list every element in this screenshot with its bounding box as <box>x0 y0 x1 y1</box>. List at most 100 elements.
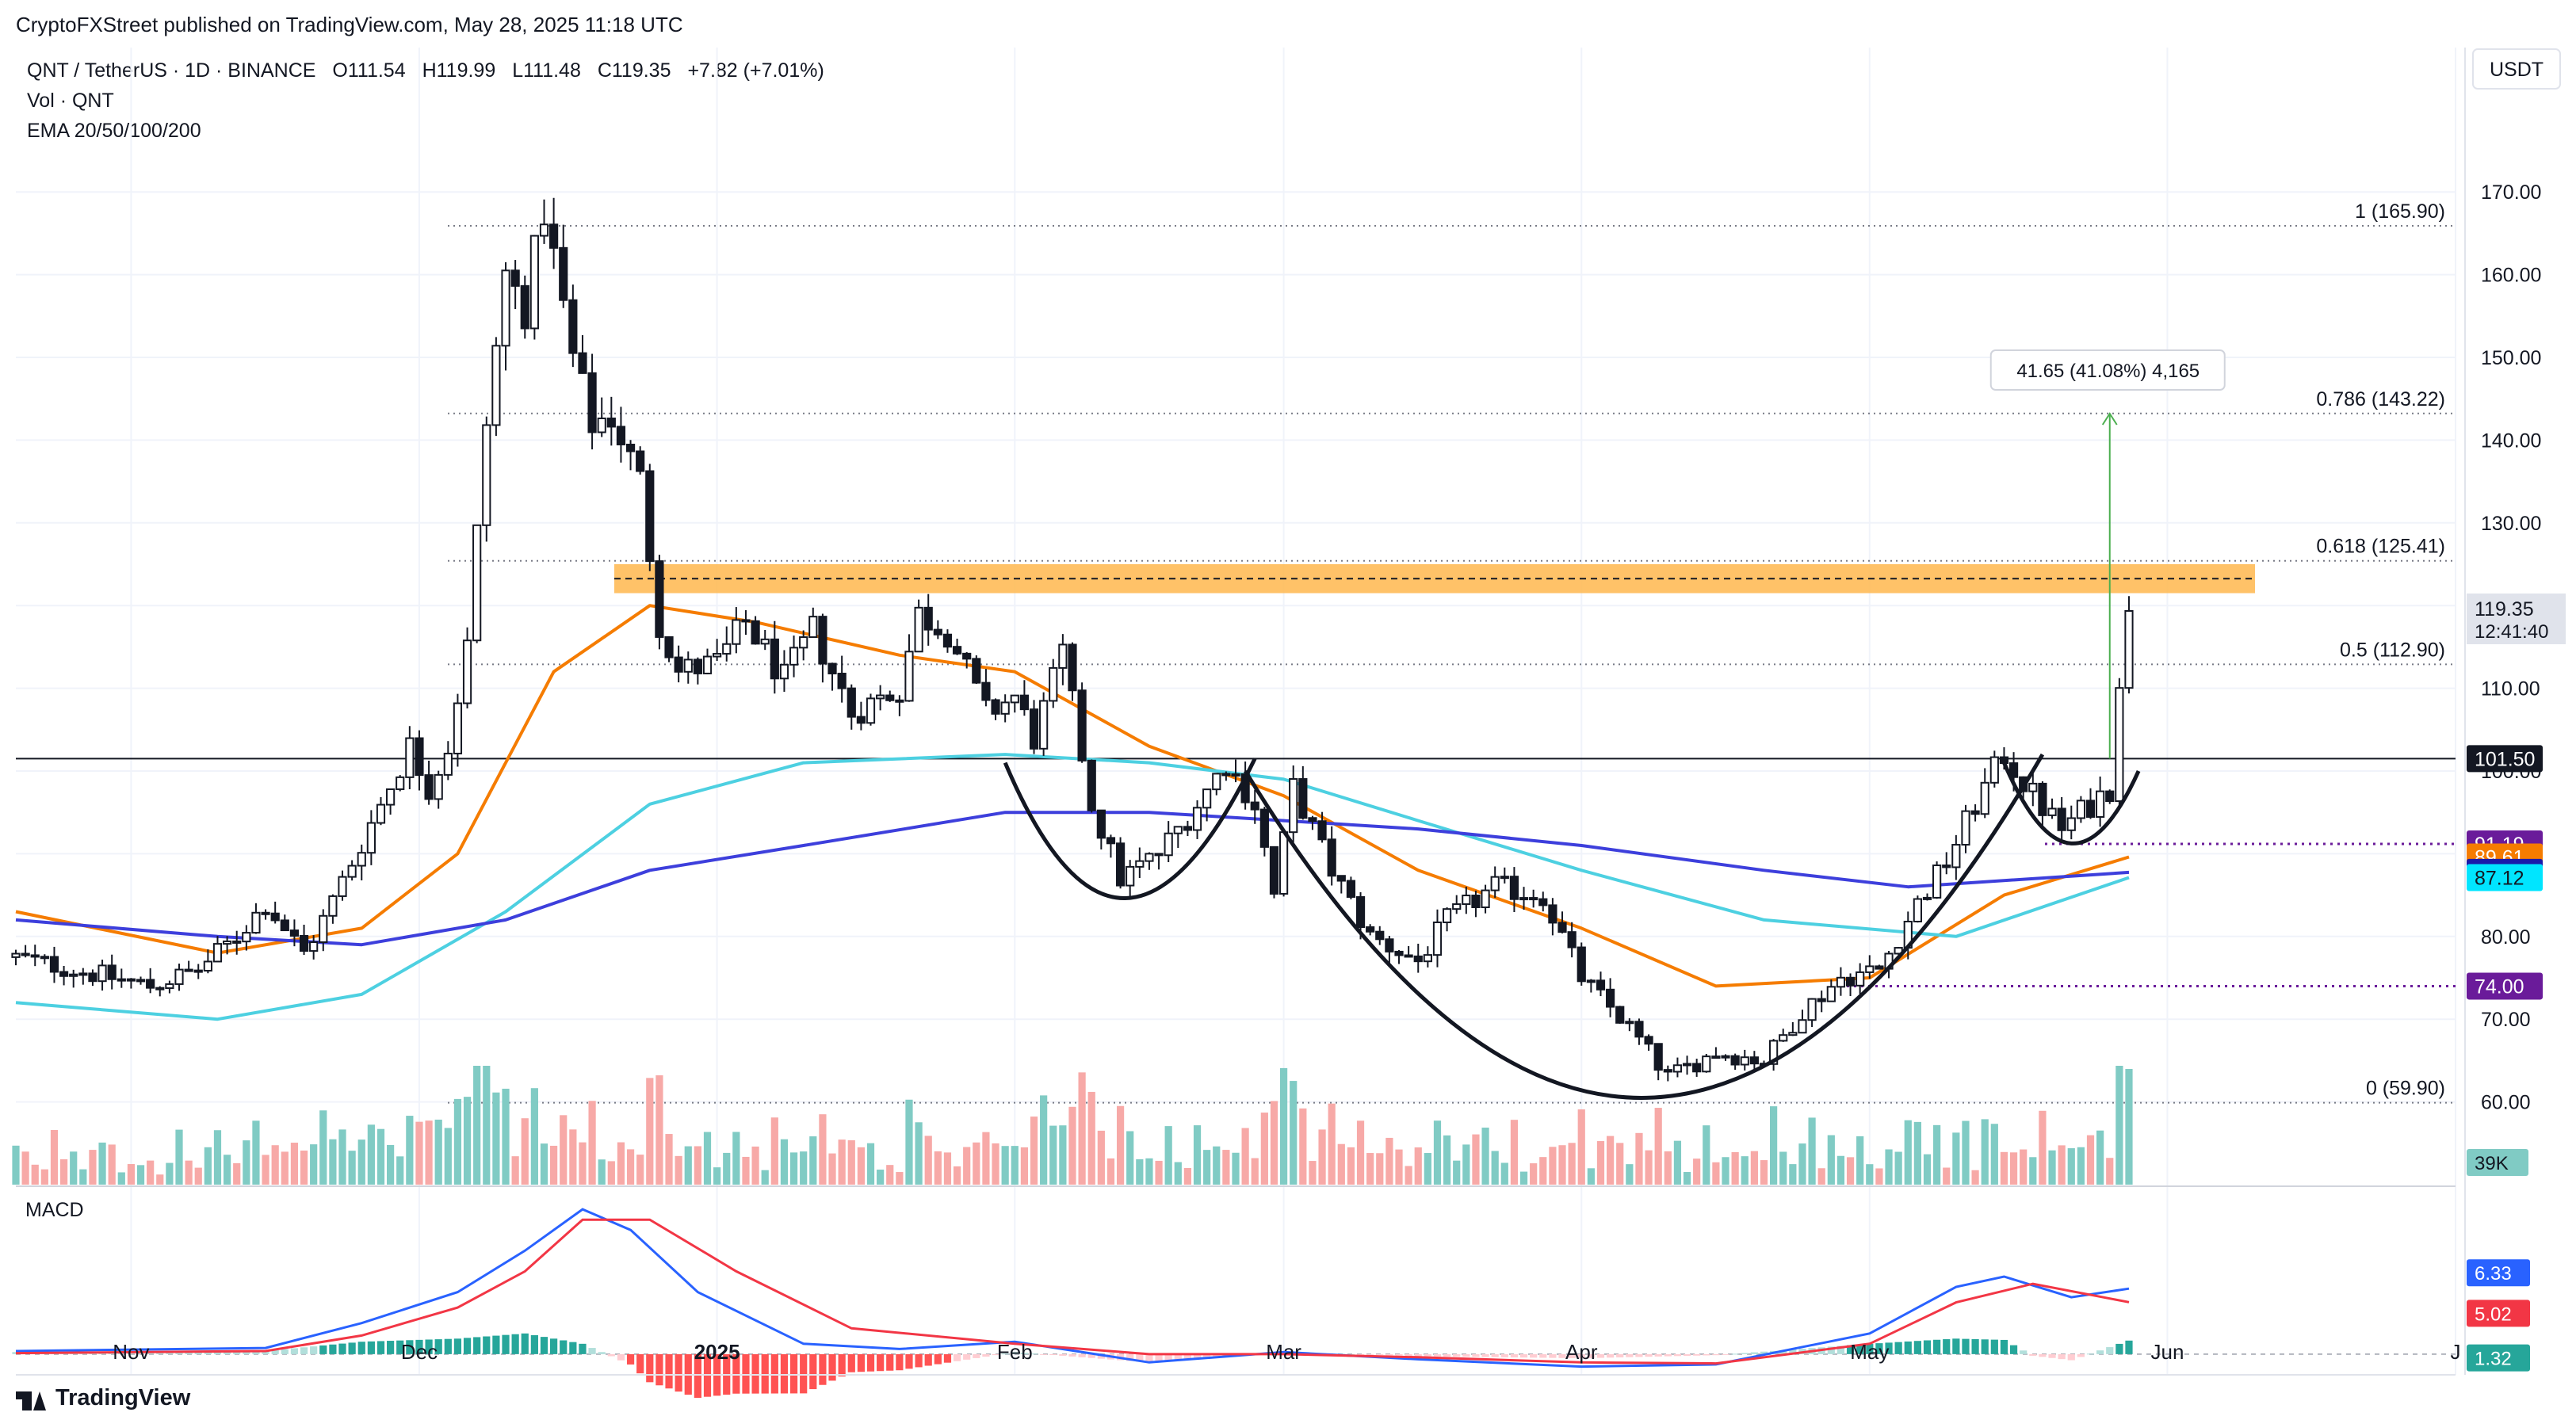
ema-indicator-label[interactable]: EMA 20/50/100/200 <box>27 120 201 142</box>
candle-body <box>1394 950 1404 956</box>
macd-histogram-bar <box>780 1353 789 1394</box>
macd-histogram-bar <box>2125 1340 2133 1354</box>
volume-bar <box>1491 1151 1499 1185</box>
ema-line <box>15 753 2130 1021</box>
time-axis-tick: May <box>1850 1340 1889 1364</box>
volume-bar <box>1750 1151 1758 1185</box>
macd-histogram-bar <box>675 1353 682 1392</box>
volume-bar <box>1279 1067 1288 1185</box>
volume-bar <box>915 1122 923 1185</box>
macd-histogram-bar <box>924 1353 932 1366</box>
candle-body <box>126 978 136 982</box>
volume-bar <box>1213 1146 1221 1185</box>
volume-bar <box>233 1162 241 1185</box>
volume-bar <box>2009 1152 2018 1185</box>
volume-bar <box>70 1151 78 1185</box>
macd-histogram-bar <box>1530 1353 1538 1358</box>
macd-histogram-bar <box>1193 1353 1202 1359</box>
macd-histogram-bar <box>463 1338 472 1354</box>
candle-body <box>1913 898 1922 922</box>
volume-bar <box>809 1136 817 1185</box>
volume-bar <box>1011 1146 1019 1185</box>
macd-histogram-bar <box>1894 1342 1902 1354</box>
candle-body <box>1096 809 1106 839</box>
volume-bar <box>396 1156 404 1185</box>
volume-bar <box>21 1151 29 1185</box>
volume-bar <box>1116 1105 1125 1185</box>
macd-histogram-bar <box>655 1353 663 1386</box>
symbol-label[interactable]: QNT / TetherUS · 1D · BINANCE <box>27 59 316 82</box>
volume-bar <box>1078 1072 1086 1185</box>
candle-body <box>251 911 261 934</box>
macd-histogram-bar <box>1952 1338 1960 1354</box>
macd-histogram-bar <box>453 1338 462 1354</box>
volume-bar <box>1001 1146 1009 1185</box>
volume-bar <box>1337 1143 1345 1185</box>
candle-body <box>1625 1021 1634 1025</box>
candle-body <box>1500 876 1509 880</box>
candle-body <box>11 952 21 958</box>
macd-histogram-bar <box>233 1351 241 1354</box>
macd-histogram-bar <box>243 1351 250 1354</box>
low-value: L111.48 <box>512 59 581 82</box>
macd-histogram-bar <box>1923 1340 1932 1354</box>
volume-bar <box>31 1164 39 1185</box>
macd-histogram-bar <box>751 1353 759 1394</box>
macd-histogram-bar <box>473 1337 481 1354</box>
candle-body <box>270 912 280 922</box>
volume-bar <box>136 1165 145 1185</box>
volume-bar <box>1549 1147 1557 1185</box>
candle-body <box>1519 897 1529 901</box>
macd-histogram-bar <box>281 1349 289 1354</box>
volume-bar <box>684 1146 692 1185</box>
macd-histogram-bar <box>1943 1339 1951 1354</box>
macd-histogram-bar <box>1078 1353 1086 1357</box>
volume-bar <box>1568 1143 1576 1185</box>
volume-indicator-label[interactable]: Vol · QNT <box>27 90 114 112</box>
candle-body <box>1087 759 1096 811</box>
head-arc <box>1243 753 2045 1100</box>
tradingview-brand[interactable]: TradingView <box>16 1385 190 1411</box>
candle-body <box>1922 896 1932 900</box>
macd-histogram-bar <box>1962 1338 1970 1354</box>
candle-body <box>520 284 529 330</box>
macd-histogram-bar <box>2096 1350 2104 1354</box>
candle-body <box>1317 820 1327 841</box>
volume-bar <box>1472 1134 1480 1185</box>
volume-bar <box>1414 1147 1422 1185</box>
candle-body <box>117 978 126 982</box>
candle-body <box>1634 1021 1644 1038</box>
volume-bar <box>1817 1168 1825 1185</box>
candle-body <box>1145 853 1154 862</box>
price-axis-tick: 130.00 <box>2481 513 2541 535</box>
volume-bar <box>1232 1152 1240 1185</box>
volume-bar <box>905 1099 913 1185</box>
macd-histogram-bar <box>1424 1353 1431 1357</box>
volume-bar <box>742 1156 750 1185</box>
candle-body <box>1807 998 1817 1021</box>
candle-body <box>1049 666 1058 702</box>
candle-body <box>1692 1063 1702 1073</box>
candle-body <box>1856 971 1865 987</box>
candle-body <box>1183 826 1193 831</box>
volume-bar <box>1260 1113 1268 1185</box>
volume-bar <box>1087 1091 1095 1185</box>
volume-bar <box>1971 1170 1979 1185</box>
volume-bar <box>598 1159 606 1185</box>
macd-histogram-bar <box>973 1353 980 1358</box>
volume-bar <box>1126 1131 1134 1185</box>
candle-body <box>88 972 97 983</box>
macd-histogram-bar <box>1654 1353 1662 1357</box>
macd-histogram-bar <box>1500 1353 1508 1357</box>
candle-body <box>2008 762 2019 778</box>
volume-bar <box>1962 1120 1970 1185</box>
volume-bar <box>1741 1156 1749 1185</box>
candle-body <box>1115 842 1126 887</box>
candle-body <box>1672 1064 1683 1073</box>
macd-histogram-bar <box>1213 1353 1221 1357</box>
candle-body <box>1423 954 1432 963</box>
currency-label: USDT <box>2490 59 2544 81</box>
candle-body <box>222 940 232 945</box>
volume-bar <box>675 1155 682 1185</box>
